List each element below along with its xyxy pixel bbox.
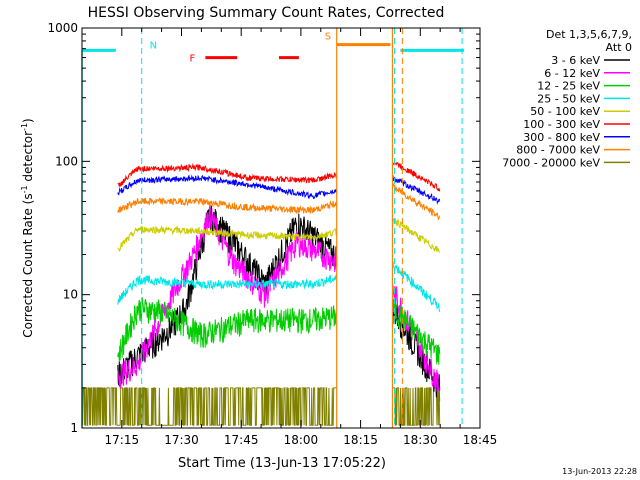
series-line-yellow xyxy=(117,218,440,253)
y-tick-label: 1000 xyxy=(47,21,78,35)
plot-area: N F S xyxy=(81,28,465,428)
y-tick-label: 10 xyxy=(63,288,78,302)
saa-flag-label: S xyxy=(325,31,331,42)
series-line-cyan xyxy=(117,261,441,312)
x-tick-label: 18:45 xyxy=(463,433,498,447)
legend-label: 6 - 12 keV xyxy=(544,67,600,80)
footer-timestamp: 13-Jun-2013 22:28 xyxy=(562,467,637,476)
legend-label: 300 - 800 keV xyxy=(523,131,600,144)
x-axis: 17:15 17:30 17:45 18:00 18:15 18:30 18:45 xyxy=(105,28,498,447)
x-tick-label: 18:15 xyxy=(343,433,378,447)
series-line-blue xyxy=(117,174,441,205)
x-tick-label: 17:45 xyxy=(224,433,259,447)
series-line-red xyxy=(117,159,441,192)
legend-label: 25 - 50 keV xyxy=(537,92,600,105)
legend-label: 12 - 25 keV xyxy=(537,80,600,93)
series-line-black xyxy=(117,202,441,398)
series-line-olive xyxy=(81,387,441,426)
legend-label: 7000 - 20000 keV xyxy=(502,156,600,169)
series-line-magenta xyxy=(117,204,441,402)
y-axis: 1 10 100 1000 xyxy=(47,21,480,435)
y-tick-label: 1 xyxy=(70,421,78,435)
legend-label: 800 - 7000 keV xyxy=(516,144,600,157)
legend-label: 3 - 6 keV xyxy=(551,54,600,67)
flare-flag-label: F xyxy=(189,54,195,65)
x-tick-label: 17:30 xyxy=(164,433,199,447)
chart-title: HESSI Observing Summary Count Rates, Cor… xyxy=(88,5,445,21)
y-tick-label: 100 xyxy=(55,154,78,168)
x-tick-label: 17:15 xyxy=(105,433,140,447)
legend-header-detectors: Det 1,3,5,6,7,9, xyxy=(546,28,632,41)
x-tick-label: 18:00 xyxy=(284,433,319,447)
legend-label: 100 - 300 keV xyxy=(523,118,600,131)
x-axis-label: Start Time (13-Jun-13 17:05:22) xyxy=(178,456,386,471)
legend-header-attenuator: Att 0 xyxy=(606,41,632,54)
series-line-orange xyxy=(117,183,441,220)
series-line-green xyxy=(117,296,441,365)
x-tick-label: 18:30 xyxy=(403,433,438,447)
y-axis-label: Corrected Count Rate (s-1 detector-1) xyxy=(20,118,35,337)
night-flag-label: N xyxy=(150,41,157,52)
legend-label: 50 - 100 keV xyxy=(530,105,600,118)
